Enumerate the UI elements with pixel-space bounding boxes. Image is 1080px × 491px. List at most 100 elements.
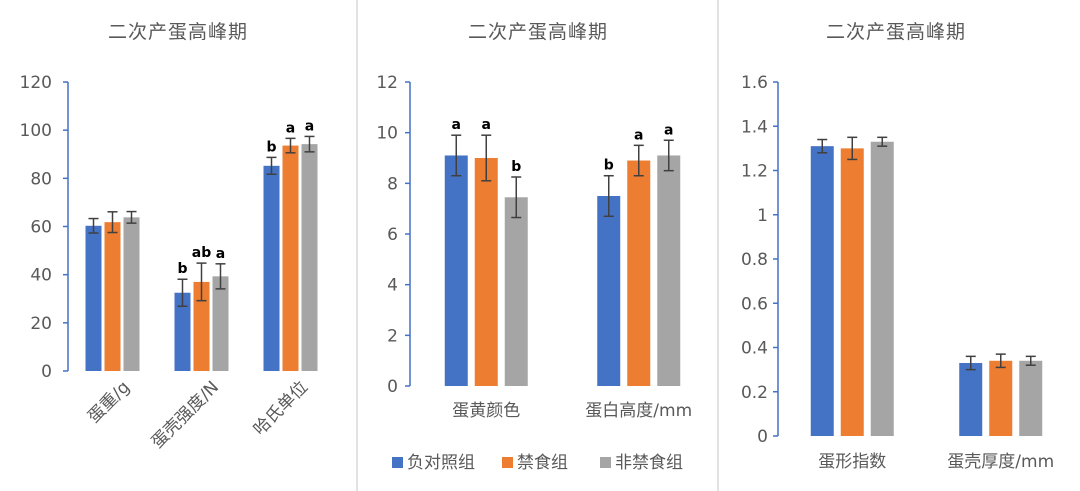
error-bar (965, 355, 976, 371)
bar (870, 141, 894, 437)
error-bar (196, 262, 207, 302)
significance-label: b (511, 159, 521, 175)
y-tick-label: 1.2 (741, 162, 768, 182)
bar (959, 362, 983, 436)
error-bar (177, 278, 188, 307)
y-tick-label: 0.4 (741, 339, 768, 359)
error-bar (126, 210, 137, 224)
x-category-label: 哈氏单位 (250, 377, 312, 439)
bar (474, 158, 498, 386)
bar (444, 155, 468, 386)
error-bar (817, 138, 828, 154)
significance-label: b (266, 139, 276, 155)
bar (504, 197, 528, 386)
y-tick-label: 0.8 (741, 250, 768, 270)
error-bar (215, 263, 226, 290)
legend-swatch (392, 457, 403, 468)
chart-panel-3: 二次产蛋高峰期 0 0.2 0.4 0.6 0.8 1 1.2 1.4 1.6 蛋形指数 蛋壳厚度/m… (741, 21, 1054, 472)
significance-label: ab (192, 245, 211, 261)
y-tick-label: 12 (376, 73, 398, 93)
significance-label: a (452, 117, 461, 133)
error-bar (304, 135, 315, 153)
bar (174, 292, 191, 371)
error-bar (285, 137, 296, 154)
legend-item: 负对照组 (392, 453, 475, 473)
error-bar (88, 217, 99, 234)
y-tick-label: 0 (387, 377, 398, 397)
chart-title: 二次产蛋高峰期 (468, 21, 608, 43)
error-bar (603, 174, 614, 218)
error-bar (877, 136, 888, 147)
y-tick-label: 40 (30, 266, 52, 286)
bar (810, 146, 834, 436)
bar (282, 145, 299, 371)
bar (212, 276, 229, 371)
bar (123, 217, 140, 371)
y-tick-label: 10 (376, 124, 398, 144)
bar (263, 165, 280, 371)
error-bar (663, 139, 674, 172)
y-tick-label: 8 (387, 174, 398, 194)
error-bar (847, 136, 858, 161)
y-tick-label: 0.2 (741, 383, 768, 403)
x-category-label: 蛋壳厚度/mm (947, 452, 1054, 472)
error-bar (1025, 355, 1036, 366)
bar (104, 222, 121, 371)
legend-item: 非禁食组 (600, 453, 683, 473)
error-bar (107, 211, 118, 234)
y-tick-label: 60 (30, 218, 52, 238)
y-tick-label: 80 (30, 169, 52, 189)
legend-label: 负对照组 (407, 453, 475, 473)
x-category-label: 蛋重/g (84, 377, 134, 427)
x-category-label: 蛋形指数 (818, 452, 886, 472)
error-bar (633, 144, 644, 177)
bar (989, 360, 1013, 436)
bar (597, 196, 621, 386)
significance-label: a (634, 127, 643, 143)
bar (1019, 360, 1043, 436)
y-tick-label: 4 (387, 276, 398, 296)
chart-title: 二次产蛋高峰期 (108, 21, 248, 43)
y-tick-label: 1.4 (741, 117, 768, 137)
y-tick-label: 0 (41, 362, 52, 382)
significance-label: a (664, 122, 673, 138)
y-tick-label: 0.6 (741, 294, 768, 314)
y-tick-label: 100 (20, 121, 52, 141)
legend-item: 禁食组 (502, 453, 568, 473)
bar (840, 148, 864, 436)
significance-label: a (482, 117, 491, 133)
y-tick-label: 1 (757, 206, 768, 226)
y-tick-label: 2 (387, 326, 398, 346)
chart-title: 二次产蛋高峰期 (826, 21, 966, 43)
x-category-label: 蛋白高度/mm (585, 401, 692, 421)
error-bar (481, 134, 492, 182)
chart-panel-2: 二次产蛋高峰期 0 2 4 6 8 10 12 a a b 蛋黄颜色 b a a 蛋白高度/mm (376, 21, 692, 421)
x-category-label: 蛋壳强度/N (148, 377, 223, 452)
y-tick-label: 0 (757, 427, 768, 447)
bar (85, 225, 102, 371)
significance-label: b (177, 261, 187, 277)
bar (657, 155, 681, 386)
y-tick-label: 20 (30, 314, 52, 334)
y-tick-label: 120 (20, 73, 52, 93)
legend-label: 非禁食组 (615, 453, 683, 473)
bar (627, 160, 651, 386)
error-bar (511, 176, 522, 219)
bar (193, 281, 210, 371)
error-bar (266, 156, 277, 175)
error-bar (451, 134, 462, 177)
legend: 负对照组 禁食组 非禁食组 (392, 453, 683, 473)
y-tick-label: 1.6 (741, 73, 768, 93)
legend-swatch (600, 457, 611, 468)
bar (301, 144, 318, 371)
significance-label: a (305, 118, 314, 134)
significance-label: a (216, 246, 225, 262)
error-bar (995, 353, 1006, 369)
significance-label: b (604, 158, 614, 174)
legend-label: 禁食组 (517, 453, 568, 473)
y-tick-label: 6 (387, 225, 398, 245)
significance-label: a (286, 120, 295, 136)
legend-swatch (502, 457, 513, 468)
